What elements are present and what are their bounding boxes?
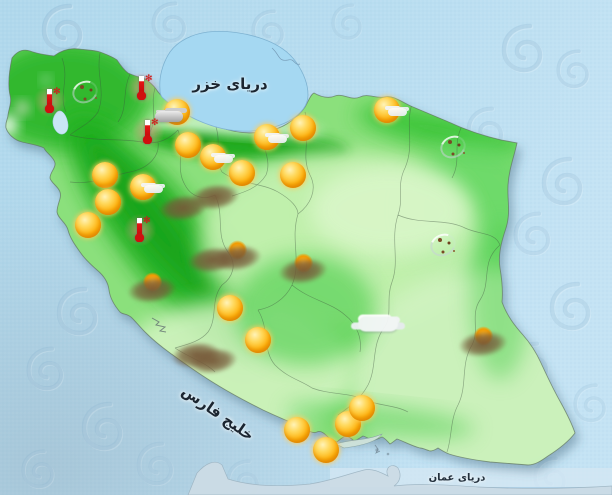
arabian-coast: [187, 461, 612, 495]
oman-sea-label: دریای عمان: [428, 472, 486, 484]
arvand-delta-sketch: [151, 317, 167, 333]
caspian-sea-label: دریای خزر: [192, 75, 268, 93]
qeshm-island: [335, 433, 390, 456]
